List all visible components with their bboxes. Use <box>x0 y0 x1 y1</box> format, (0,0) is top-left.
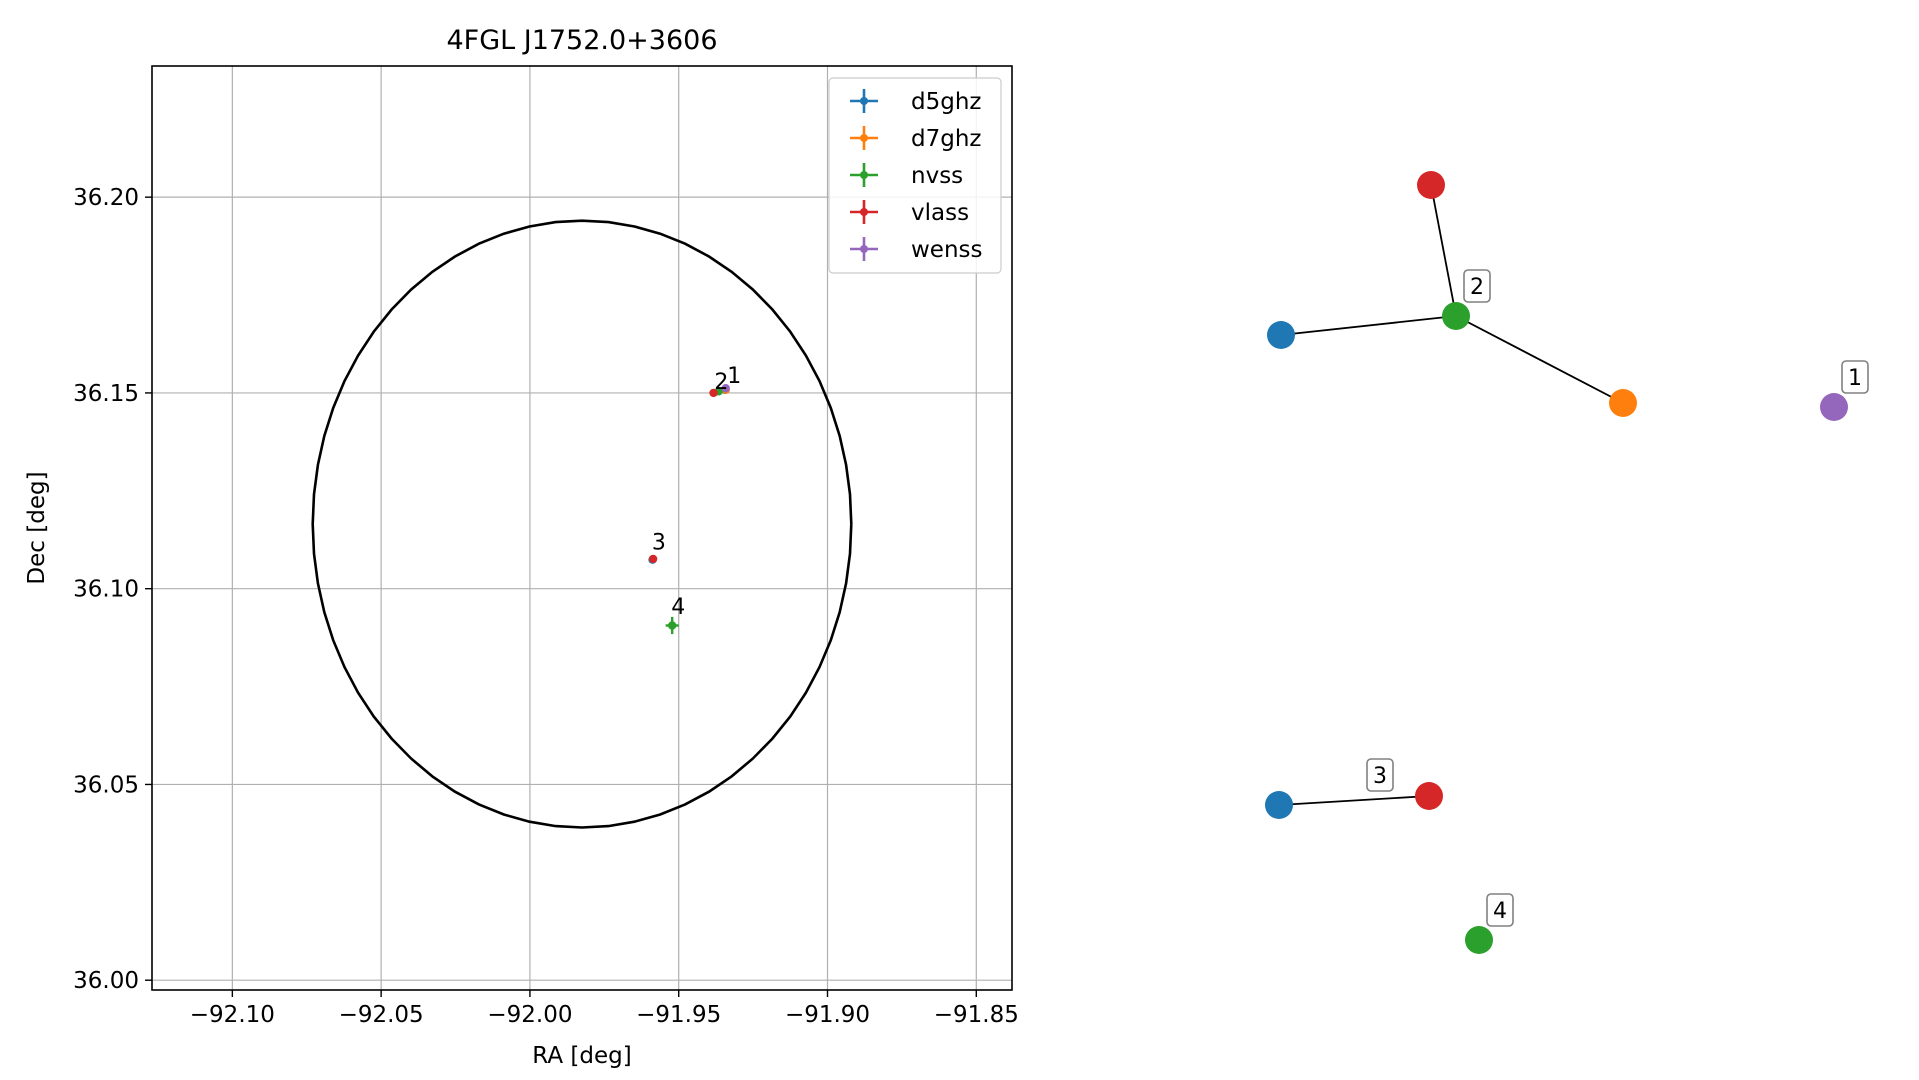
label-text: 1 <box>1848 366 1862 391</box>
x-axis-label: RA [deg] <box>532 1043 631 1069</box>
network-edge <box>1278 795 1430 806</box>
x-axis-ticks: −92.10 −92.05 −92.00 −91.95 −91.90 −91.85 <box>190 990 1019 1028</box>
network-node-label: 1 <box>1841 360 1869 394</box>
legend-label: d7ghz <box>911 126 981 152</box>
y-tick-label: 36.20 <box>73 185 139 211</box>
network-node <box>1265 791 1293 819</box>
network-edge <box>1455 315 1624 404</box>
label-box <box>1463 269 1491 303</box>
network-node <box>1609 389 1637 417</box>
error-ellipse <box>311 219 853 829</box>
x-tick-label: −91.95 <box>636 1002 721 1028</box>
y-tick-label: 36.00 <box>73 968 139 994</box>
network-node <box>1417 171 1445 199</box>
network-edges <box>1278 184 1624 806</box>
network-edge <box>1430 184 1457 317</box>
legend-entry-nvss: nvss <box>850 163 963 189</box>
legend-entry-vlass: vlass <box>850 200 969 226</box>
plot-frame <box>151 65 1013 991</box>
y-tick-label: 36.05 <box>73 772 139 798</box>
legend-swatch-marker <box>860 171 868 179</box>
point-nvss <box>665 616 679 635</box>
network-node-label: 4 <box>1486 893 1514 927</box>
y-axis-label: Dec [deg] <box>24 471 50 584</box>
legend-label: nvss <box>911 163 963 189</box>
y-tick-label: 36.10 <box>73 577 139 603</box>
network-panel: 2 1 3 4 <box>1265 171 1869 954</box>
marker <box>709 388 718 398</box>
legend-entry-wenss: wenss <box>850 237 983 263</box>
label-box <box>1486 893 1514 927</box>
label-text: 2 <box>1470 275 1484 300</box>
network-node <box>1820 393 1848 421</box>
x-tick-label: −91.90 <box>785 1002 870 1028</box>
legend-swatch-marker <box>860 134 868 142</box>
label-text: 4 <box>1493 899 1507 924</box>
x-tick-label: −92.00 <box>487 1002 572 1028</box>
network-node-label: 2 <box>1463 269 1491 303</box>
point-wenss <box>721 384 730 393</box>
legend-swatch-marker <box>860 97 868 105</box>
label-box <box>1366 758 1394 792</box>
x-tick-label: −92.10 <box>190 1002 275 1028</box>
network-node <box>1415 782 1443 810</box>
marker <box>667 621 677 630</box>
point-vlass <box>648 554 658 564</box>
point-annotation: 2 <box>714 370 728 395</box>
network-node <box>1267 321 1295 349</box>
scatter-panel: 12 3 4 −92.10 −92.05 −92.00 −91.95 −91.90 −91.8… <box>24 25 1019 1069</box>
point-annotation: 4 <box>671 595 685 620</box>
point-annotation: 3 <box>652 531 666 556</box>
legend: d5ghz d7ghz nvss vlass wenss <box>828 77 1002 274</box>
data-points <box>648 384 730 635</box>
marker <box>648 554 658 564</box>
point-vlass <box>709 388 718 398</box>
x-tick-label: −91.85 <box>934 1002 1019 1028</box>
marker <box>721 384 730 393</box>
network-node <box>1465 926 1493 954</box>
label-text: 3 <box>1373 764 1387 789</box>
legend-entry-d7ghz: d7ghz <box>850 126 981 152</box>
network-edge <box>1280 315 1457 336</box>
label-box <box>1841 360 1869 394</box>
legend-swatch-marker <box>860 245 868 253</box>
legend-label: d5ghz <box>911 89 981 115</box>
chart-title: 4FGL J1752.0+3606 <box>446 25 717 56</box>
x-tick-label: −92.05 <box>339 1002 424 1028</box>
legend-label: wenss <box>911 237 983 263</box>
network-node <box>1442 302 1470 330</box>
network-labels: 2 1 3 4 <box>1366 269 1869 927</box>
legend-swatch-marker <box>860 208 868 216</box>
legend-box <box>828 77 1002 274</box>
legend-label: vlass <box>911 200 969 226</box>
legend-entry-d5ghz: d5ghz <box>850 89 981 115</box>
point-annotation: 1 <box>727 364 741 389</box>
y-axis-ticks: 36.00 36.05 36.10 36.15 36.20 <box>73 185 152 994</box>
ellipse-layer <box>311 219 853 829</box>
annotations: 12 3 4 <box>652 364 741 620</box>
network-node-label: 3 <box>1366 758 1394 792</box>
network-nodes <box>1265 171 1848 954</box>
y-tick-label: 36.15 <box>73 381 139 407</box>
